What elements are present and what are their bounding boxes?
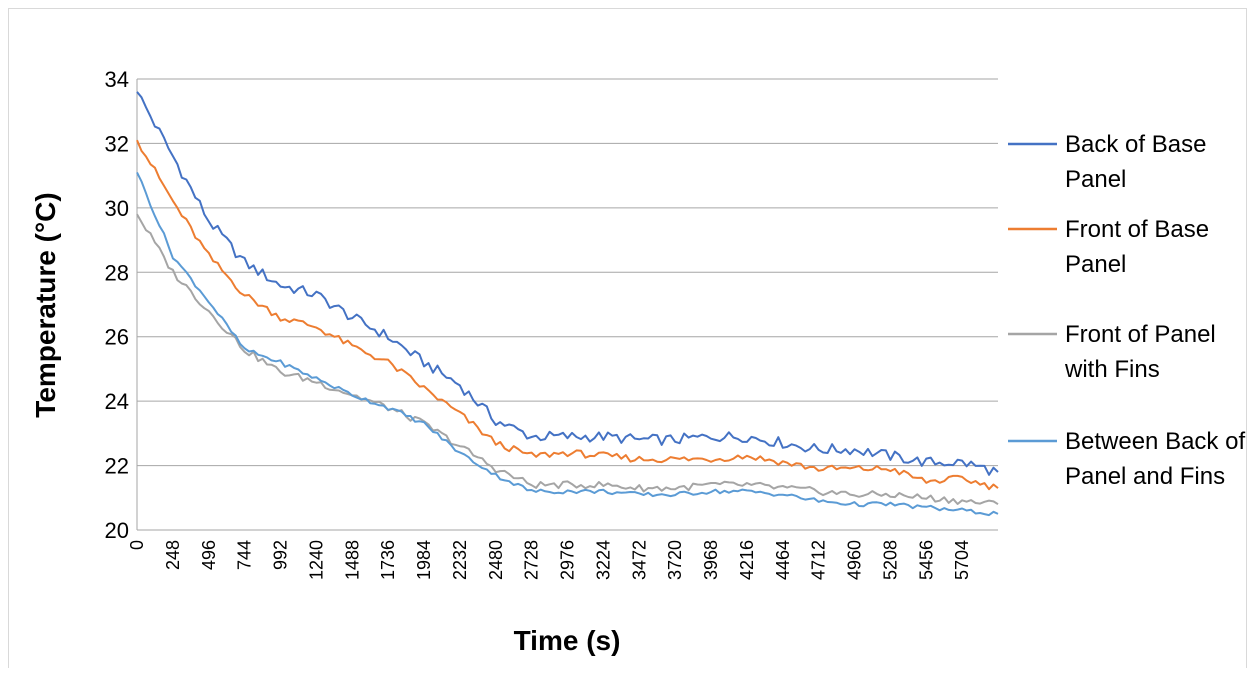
y-tick-label: 28 <box>105 260 129 285</box>
series-line-1 <box>136 91 999 476</box>
x-tick-label: 5704 <box>952 540 972 580</box>
x-tick-label: 1488 <box>342 540 362 580</box>
x-tick-label: 0 <box>127 540 147 550</box>
series-line-4 <box>136 171 999 517</box>
x-tick-label: 4712 <box>809 540 829 580</box>
x-tick-label: 4216 <box>737 540 757 580</box>
x-tick-label: 4464 <box>773 540 793 580</box>
x-tick-label: 3472 <box>629 540 649 580</box>
legend-label-4: Between Back of Panel and Fins <box>1065 428 1245 490</box>
x-tick-label: 3968 <box>701 540 721 580</box>
x-axis-ticks: 0 248 496 744 992 1240 1488 1736 1984 2232 2480 272… <box>127 540 972 580</box>
chart-frame <box>8 8 1247 668</box>
y-tick-label: 30 <box>105 196 129 221</box>
x-tick-label: 5456 <box>916 540 936 580</box>
y-tick-label: 24 <box>105 389 129 414</box>
y-tick-label: 20 <box>105 518 129 543</box>
series-lines <box>136 91 999 517</box>
y-axis-ticks: 20 22 24 26 28 30 32 34 <box>105 67 129 543</box>
x-tick-label: 248 <box>163 540 183 570</box>
gridlines <box>136 78 998 531</box>
y-tick-label: 26 <box>105 325 129 350</box>
x-tick-label: 1984 <box>414 540 434 580</box>
legend: Back of Base Panel Front of Base Panel Front… <box>1008 131 1245 490</box>
x-tick-label: 2232 <box>450 540 470 580</box>
y-tick-label: 34 <box>105 67 129 92</box>
legend-label-2: Front of Base Panel <box>1065 216 1209 278</box>
legend-label-3: Front of Panel with Fins <box>1064 321 1216 383</box>
x-tick-label: 3224 <box>593 540 613 580</box>
x-tick-label: 2728 <box>522 540 542 580</box>
x-tick-label: 3720 <box>665 540 685 580</box>
legend-label-1: Back of Base Panel <box>1065 131 1206 193</box>
series-line-2 <box>136 139 999 491</box>
series-line-3 <box>136 213 999 506</box>
x-tick-label: 744 <box>235 540 255 570</box>
y-tick-label: 22 <box>105 454 129 479</box>
x-tick-label: 2976 <box>558 540 578 580</box>
x-tick-label: 1736 <box>378 540 398 580</box>
y-axis-title: Temperature (°C) <box>30 192 61 417</box>
y-tick-label: 32 <box>105 131 129 156</box>
x-tick-label: 2480 <box>486 540 506 580</box>
x-tick-label: 992 <box>271 540 291 570</box>
x-tick-label: 4960 <box>845 540 865 580</box>
x-tick-label: 1240 <box>306 540 326 580</box>
x-tick-label: 5208 <box>880 540 900 580</box>
x-tick-label: 496 <box>199 540 219 570</box>
x-axis-title: Time (s) <box>514 625 621 656</box>
